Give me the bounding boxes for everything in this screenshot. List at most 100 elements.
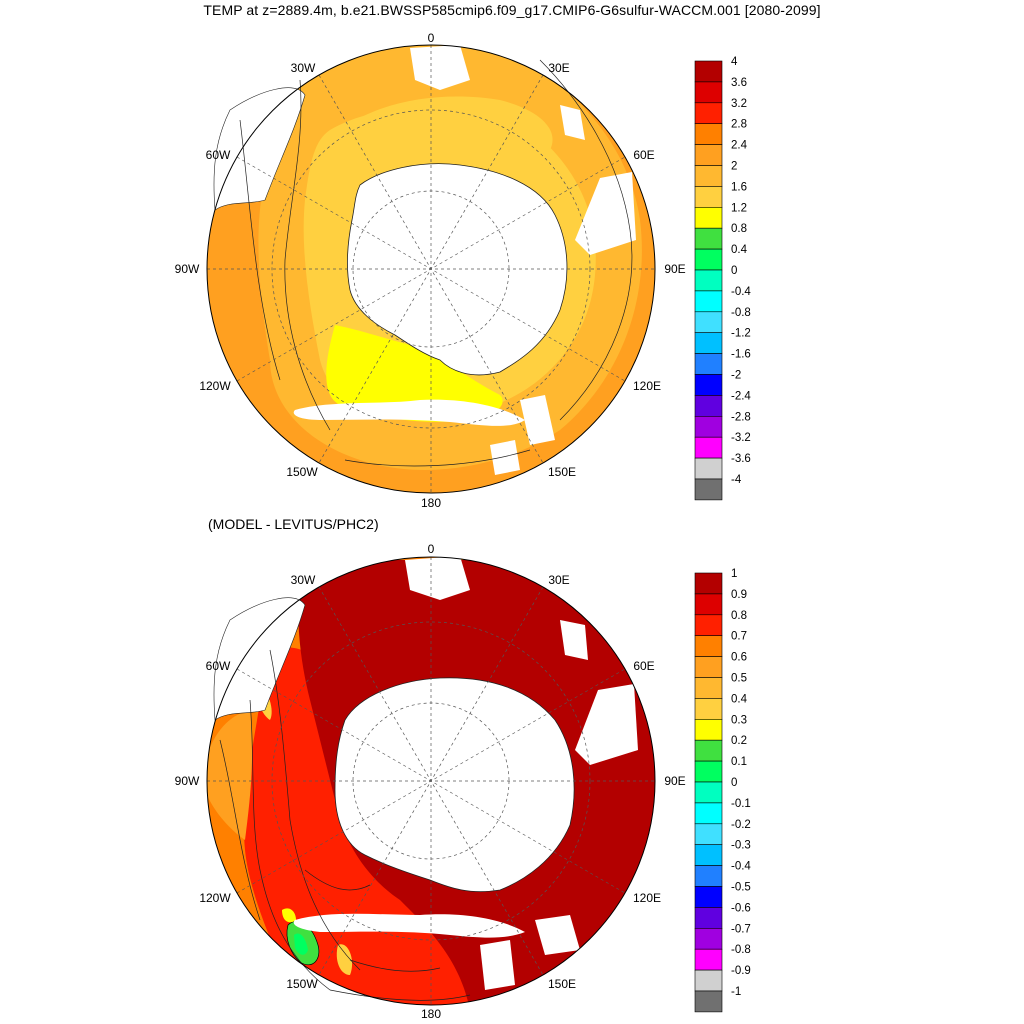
- top-colorbar-tick-label: -1.6: [731, 349, 751, 361]
- top-lon-150w: 150W: [286, 465, 318, 479]
- bottom-colorbar-box: [694, 593, 723, 616]
- bottom-colorbar-box: [694, 698, 723, 720]
- bottom-lon-60e: 60E: [633, 659, 654, 673]
- bottom-colorbar-box: [694, 614, 723, 636]
- bottom-colorbar-box: [694, 927, 723, 950]
- top-lon-90w: 90W: [175, 262, 200, 276]
- top-colorbar-box: [694, 353, 723, 375]
- bottom-colorbar-box: [694, 635, 723, 657]
- bottom-colorbar-box: [694, 907, 723, 929]
- top-colorbar-tick-label: 0.8: [731, 223, 747, 235]
- bottom-colorbar-box: [694, 572, 723, 595]
- top-colorbar-box: [694, 102, 723, 125]
- top-colorbar-tick-label: -3.6: [731, 453, 751, 465]
- top-colorbar-tick-label: 3.2: [731, 98, 747, 110]
- top-map-border: [206, 44, 656, 494]
- top-colorbar-tick-label: 1.2: [731, 202, 747, 214]
- bottom-polar-map: [206, 556, 656, 1006]
- top-colorbar-box: [694, 144, 723, 166]
- bottom-colorbar-tick-label: 0.3: [731, 714, 747, 726]
- top-colorbar-tick-label: -4: [731, 474, 742, 486]
- top-yellow-patch: [326, 325, 503, 422]
- bottom-lon-0: 0: [428, 542, 435, 556]
- bottom-colorbar-tick-label: -0.4: [731, 861, 751, 873]
- bottom-lon-120e: 120E: [633, 891, 661, 905]
- top-colorbar-tick-label: -0.4: [731, 286, 751, 298]
- bottom-colorbar-tick-label: -0.9: [731, 965, 751, 977]
- bottom-colorbar-box: [694, 781, 723, 804]
- top-colorbar-tick-label: 2.8: [731, 119, 747, 131]
- top-colorbar-box: [694, 248, 723, 271]
- top-colorbar-tick-label: 0: [731, 265, 737, 277]
- bottom-colorbar-tick-label: -0.2: [731, 819, 751, 831]
- top-contours: [239, 59, 633, 467]
- top-lon-120e: 120E: [633, 379, 661, 393]
- top-colorbar: 4 3.6 3.2 2.8 2.4 2 1.6 1.2 0.8 0.4 0 -0.4 -0.8 -1.2 -…: [694, 56, 751, 501]
- top-colorbar-box: [694, 374, 723, 396]
- bottom-colorbar-box: [694, 886, 723, 908]
- bottom-colorbar-box: [694, 718, 723, 741]
- top-colorbar-box: [694, 165, 723, 187]
- top-colorbar-box: [694, 290, 723, 313]
- bottom-colorbar-tick-label: 0.9: [731, 589, 747, 601]
- bottom-lon-150w: 150W: [286, 977, 318, 991]
- bottom-lon-90e: 90E: [664, 774, 685, 788]
- top-lon-90e: 90E: [664, 262, 685, 276]
- top-colorbar-box: [694, 332, 723, 354]
- top-colorbar-box: [694, 311, 723, 333]
- bottom-colorbar-tick-label: 0.7: [731, 631, 747, 643]
- top-lon-0: 0: [428, 31, 435, 45]
- top-polar-map: [206, 44, 656, 494]
- bottom-colorbar-tick-label: -0.5: [731, 882, 751, 894]
- top-lon-30w: 30W: [291, 61, 316, 75]
- bottom-colorbar-tick-label: -0.8: [731, 944, 751, 956]
- top-colorbar-tick-label: 1.6: [731, 181, 747, 193]
- top-lon-120w: 120W: [199, 379, 231, 393]
- top-colorbar-tick-label: -3.2: [731, 432, 751, 444]
- top-colorbar-box: [694, 436, 723, 459]
- top-colorbar-box: [694, 457, 723, 480]
- top-colorbar-box: [694, 227, 723, 250]
- bottom-colorbar-tick-label: 1: [731, 568, 737, 580]
- bottom-colorbar-box: [694, 802, 723, 825]
- bottom-colorbar-box: [694, 990, 723, 1013]
- top-colorbar-box: [694, 186, 723, 208]
- bottom-lon-60w: 60W: [206, 659, 231, 673]
- top-antarctica: [347, 163, 568, 376]
- bottom-lon-30w: 30W: [291, 573, 316, 587]
- bottom-graticule: [207, 557, 655, 1005]
- top-lon-60w: 60W: [206, 148, 231, 162]
- top-colorbar-box: [694, 60, 723, 83]
- top-colorbar-box: [694, 81, 723, 104]
- bottom-colorbar-box: [694, 739, 723, 762]
- top-colorbar-tick-label: -1.2: [731, 328, 751, 340]
- bottom-colorbar-box: [694, 865, 723, 887]
- top-colorbar-tick-label: -2.4: [731, 390, 751, 402]
- top-colorbar-tick-label: -2: [731, 370, 741, 382]
- top-colorbar-tick-label: 2.4: [731, 140, 748, 152]
- bottom-colorbar-box: [694, 760, 723, 783]
- bottom-colorbar-tick-label: -1: [731, 986, 741, 998]
- bottom-colorbar: 1 0.9 0.8 0.7 0.6 0.5 0.4 0.3 0.2 0.1 0 -0.1 -0.2 -0.…: [694, 568, 751, 1013]
- bottom-lon-30e: 30E: [548, 573, 569, 587]
- bottom-map-border: [206, 556, 656, 1006]
- top-lon-150e: 150E: [548, 465, 576, 479]
- bottom-colorbar-tick-label: 0.4: [731, 693, 748, 705]
- top-lon-180: 180: [421, 496, 441, 510]
- bottom-colorbar-tick-label: 0.8: [731, 610, 747, 622]
- bottom-colorbar-box: [694, 823, 723, 845]
- top-colorbar-tick-label: 4: [731, 56, 738, 68]
- bottom-colorbar-box: [694, 656, 723, 678]
- bottom-colorbar-tick-label: 0.2: [731, 735, 747, 747]
- bottom-colorbar-tick-label: 0.1: [731, 756, 747, 768]
- bottom-lon-180: 180: [421, 1007, 441, 1021]
- bottom-lon-120w: 120W: [199, 891, 231, 905]
- bottom-colorbar-tick-label: -0.6: [731, 902, 751, 914]
- top-graticule: [207, 45, 655, 493]
- bottom-lon-150e: 150E: [548, 977, 576, 991]
- bottom-colorbar-box: [694, 969, 723, 992]
- top-colorbar-tick-label: -0.8: [731, 307, 751, 319]
- plot-title: TEMP at z=2889.4m, b.e21.BWSSP585cmip6.f…: [203, 2, 821, 18]
- bottom-colorbar-box: [694, 948, 723, 971]
